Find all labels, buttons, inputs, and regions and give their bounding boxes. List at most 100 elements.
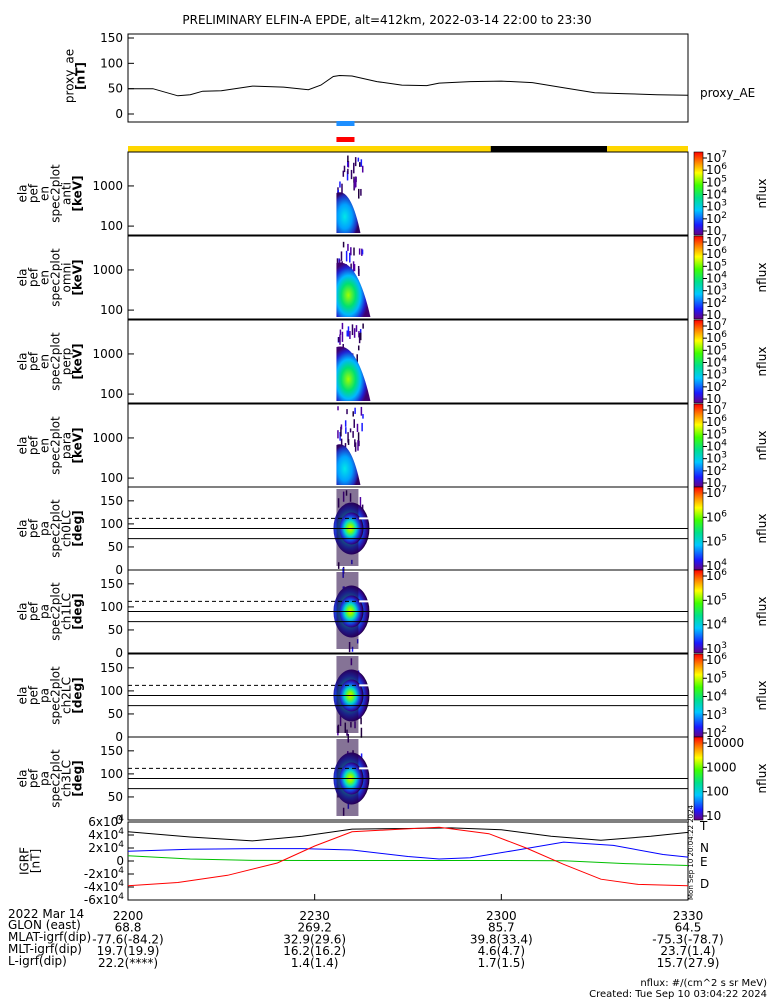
panel-para_en-speckle (353, 419, 355, 428)
panel-omni_en-speckle (340, 251, 343, 261)
panel-omni_en-colorbar-label: 10 (706, 308, 721, 322)
panel-perp_en-colorbar-label: 106 (706, 330, 727, 345)
panel-anti_en-colorbar-label: 104 (706, 187, 727, 202)
panel-omni_en-colorbar-label: 105 (706, 258, 727, 273)
panel-para_en-colorbar-label: 103 (706, 451, 727, 466)
xaxis-value: 64.5 (675, 921, 702, 935)
panel-anti_en-ylabel-line: [keV] (71, 175, 85, 211)
panel-anti_en-colorbar (693, 151, 704, 236)
igrf-ytick-label: -6x104 (84, 892, 124, 907)
panel-perp_en-speckle (353, 328, 356, 338)
panel-para_en-speckle (344, 420, 347, 427)
panel-ch1LC-dash-mask (359, 600, 687, 603)
panel-anti_en-colorbar-label: 107 (706, 150, 727, 165)
igrf-ytick-label: 6x104 (88, 814, 124, 829)
xaxis-value: 85.7 (488, 921, 515, 935)
panel-para_en-speckle (357, 440, 359, 451)
panel-ch0LC-colorbar (693, 486, 704, 571)
panel-para_en-speckle (347, 439, 350, 445)
xaxis-value: 269.2 (297, 921, 331, 935)
panel-perp_en-colorbar-label: 10 (706, 392, 721, 406)
panel-para_en-speckle (349, 428, 352, 433)
panel-anti_en-speckle (355, 176, 357, 188)
xaxis-value: -75.3(-78.7) (652, 932, 723, 946)
xaxis-value: 4.6(4.7) (478, 944, 526, 958)
panel-para_en-ylabel-line: pef (27, 435, 41, 455)
xaxis-value: 39.8(33.4) (470, 932, 533, 946)
panel-para_en-ylabel-line: en (38, 438, 52, 453)
panel-anti_en-speckle (350, 169, 353, 180)
xaxis-value: 2300 (486, 909, 517, 923)
panel-perp_en-ylabel-line: en (38, 354, 52, 369)
igrf-ytick-label: 0 (116, 854, 124, 868)
panel-anti_en-speckle (359, 162, 361, 167)
panel-para_en-colorbar-label: 104 (706, 439, 727, 454)
igrf-ylabel: IGRF[nT] (18, 847, 43, 875)
panel-anti_en-speckle (347, 155, 349, 163)
panel-perp_en-speckle (341, 331, 344, 342)
xaxis-value: 22.2(****) (98, 956, 158, 970)
panel-para_en-speckle (340, 438, 343, 446)
panel-anti_en-speckle (353, 162, 355, 174)
units-note: nflux: #/(cm^2 s sr MeV) (640, 978, 767, 989)
panel-anti_en-speckle (347, 161, 350, 168)
xaxis-value: 16.2(16.2) (283, 944, 346, 958)
panel-omni_en-ylabel-line: pef (27, 267, 41, 287)
panel-perp_en-colorbar-label: 104 (706, 355, 727, 370)
panel-ch3LC-colorbar (693, 736, 704, 821)
panel-ch0LC-speckle (359, 497, 362, 508)
panel-para_en-colorbar-label: 107 (706, 402, 727, 417)
panel-omni_en-speckle (350, 247, 352, 256)
panel-perp_en-speckle (351, 324, 354, 336)
panel-omni_en-speckle (338, 259, 341, 265)
xaxis-value: 1.4(1.4) (291, 956, 339, 970)
panel-anti_en-speckle (346, 170, 349, 181)
panel-anti_en-speckle (353, 178, 356, 189)
igrf-series-E (127, 855, 689, 866)
panel-omni_en-ylabel-line: en (38, 270, 52, 285)
proxy-ae-line (128, 74, 689, 97)
panel-omni_en-ytick-label: 100 (100, 303, 123, 317)
panel-ch0LC-colorbar-label: 106 (706, 509, 727, 524)
panel-ch0LC-ylabel-line: spec2plot (49, 499, 63, 558)
panel-anti_en-colorbar-label: 102 (706, 211, 727, 226)
panel-para_en-colorbar-label: 10 (706, 476, 721, 490)
panel-ch2LC-ylabel-line: [deg] (71, 677, 85, 713)
panel-ch0LC-ylabel-line: ela (16, 519, 30, 537)
panel-para_en-speckle (360, 406, 363, 416)
panel-ch1LC-colorbar (693, 569, 704, 654)
panel-para_en-speckle (340, 426, 342, 437)
panel-omni_en-ylabel-line: spec2plot (49, 248, 63, 307)
panel-perp_en-colorbar (693, 319, 704, 404)
panel-ch2LC-colorbar-label: 104 (706, 689, 727, 704)
panel-para_en-speckle (354, 439, 356, 447)
panel-omni_en-speckle (358, 248, 361, 255)
panel-perp_en-ytick-label: 100 (100, 387, 123, 401)
panel-perp_en-colorbar-label: 107 (706, 318, 727, 333)
panel-ch3LC-ytick-label: 50 (108, 790, 123, 804)
panel-ch3LC-speckle (360, 753, 363, 761)
sunlight-bar-segment (490, 146, 608, 152)
panel-anti_en-ylabel-line: spec2plot (49, 164, 63, 223)
panel-perp_en-speckle (346, 330, 348, 337)
panel-anti_en-colorbar-label: 103 (706, 199, 727, 214)
panel-omni_en-ylabel-line: ela (16, 268, 30, 286)
panel-omni_en-speckle (349, 252, 351, 263)
panel-perp_en-speckle (337, 337, 340, 342)
panel-ch2LC-ylabel-line: spec2plot (49, 666, 63, 725)
panel-omni_en-frame (127, 235, 689, 320)
panel-ch2LC-dash-mask (359, 684, 687, 687)
xaxis-value: 15.7(27.9) (657, 956, 720, 970)
panel-perp_en-speckle (349, 331, 351, 339)
igrf-ytick-label: 4x104 (88, 827, 124, 842)
proxy-ae-ytick-label: 150 (100, 31, 123, 45)
panel-anti_en-ylabel-line: anti (60, 182, 74, 205)
panel-ch3LC-colorbar-label: 100 (706, 785, 729, 799)
panel-ch1LC-colorbar-label: 104 (706, 617, 727, 632)
panel-ch2LC-colorbar-title: nflux (755, 681, 769, 711)
panel-ch2LC-colorbar-label: 103 (706, 707, 727, 722)
